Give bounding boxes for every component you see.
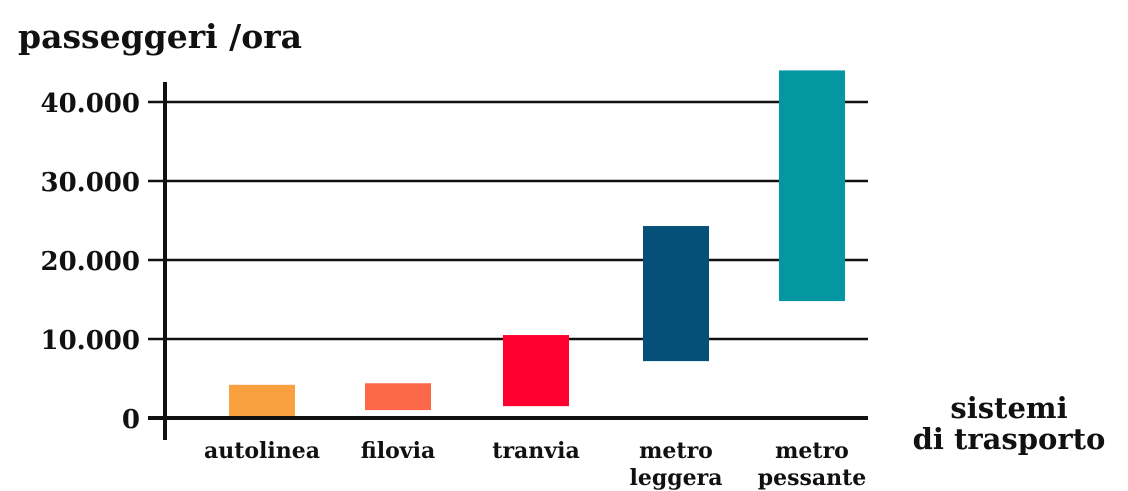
category-label: metro leggera: [630, 438, 723, 491]
y-tick-label: 40.000: [40, 89, 140, 119]
axes: [148, 82, 868, 440]
y-tick-label: 10.000: [40, 326, 140, 356]
y-tick-label: 0: [122, 405, 140, 435]
bar-tranvia: [503, 335, 569, 407]
bars: [229, 70, 845, 418]
category-labels: autolinea filovia tranvia metro leggera metro…: [204, 438, 866, 491]
bar-metro-leggera: [643, 226, 709, 362]
bar-metro-pessante: [779, 70, 845, 302]
category-label: filovia: [361, 438, 435, 464]
category-label: tranvia: [492, 438, 579, 464]
category-label: metro pessante: [758, 438, 867, 491]
y-axis-title: passeggeri /ora: [18, 17, 302, 56]
bar-autolinea: [229, 384, 295, 418]
y-tick-labels: 0 10.000 20.000 30.000 40.000: [40, 89, 140, 435]
x-axis-title: sistemi di trasporto: [913, 391, 1106, 456]
bar-filovia: [365, 383, 431, 411]
category-label: autolinea: [204, 438, 320, 464]
grid-lines: [148, 100, 868, 341]
y-tick-label: 20.000: [40, 247, 140, 277]
y-tick-label: 30.000: [40, 168, 140, 198]
